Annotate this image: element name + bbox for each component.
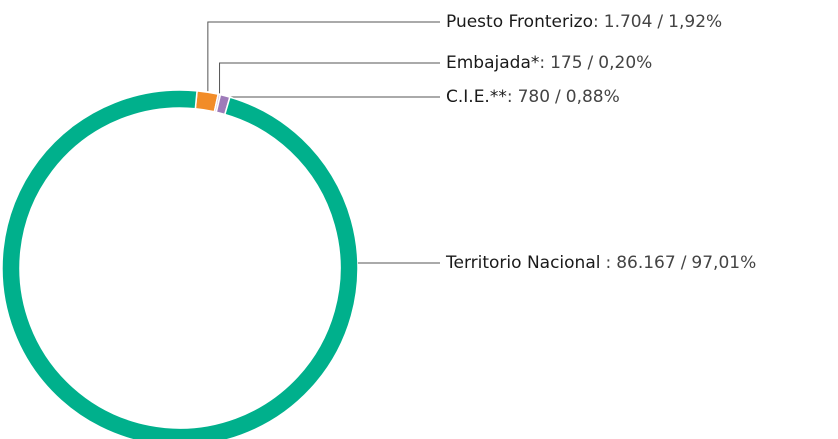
series-name: C.I.E.** <box>446 87 507 107</box>
percent-label: 97,01% <box>691 253 756 273</box>
leader-line <box>207 21 440 92</box>
percent-label: 1,92% <box>668 12 722 32</box>
separator: : <box>539 53 545 73</box>
separator: : <box>507 87 513 107</box>
slice-label: Embajada*: 175 /0,20% <box>446 53 652 73</box>
series-name: Puesto Fronterizo <box>446 12 593 32</box>
percent-label: 0,20% <box>598 53 652 73</box>
separator: / <box>588 53 594 73</box>
slice-label: C.I.E.**: 780/0,88% <box>446 87 620 107</box>
slice-label: Puesto Fronterizo: 1.704/1,92% <box>446 12 722 32</box>
donut-slice <box>1 89 359 439</box>
value-label: 175 <box>550 53 582 73</box>
series-name: Embajada* <box>446 53 539 73</box>
separator: / <box>681 253 687 273</box>
separator: / <box>657 12 663 32</box>
leader-line <box>219 62 440 94</box>
separator: : <box>593 12 599 32</box>
value-label: 780 <box>518 87 550 107</box>
series-name: Territorio Nacional <box>445 253 600 273</box>
slice-label: Territorio Nacional:86.167 /97,01% <box>445 253 756 273</box>
value-label: 1.704 <box>604 12 653 32</box>
separator: / <box>555 87 561 107</box>
value-label: 86.167 <box>616 253 675 273</box>
separator: : <box>605 253 611 273</box>
percent-label: 0,88% <box>566 87 620 107</box>
